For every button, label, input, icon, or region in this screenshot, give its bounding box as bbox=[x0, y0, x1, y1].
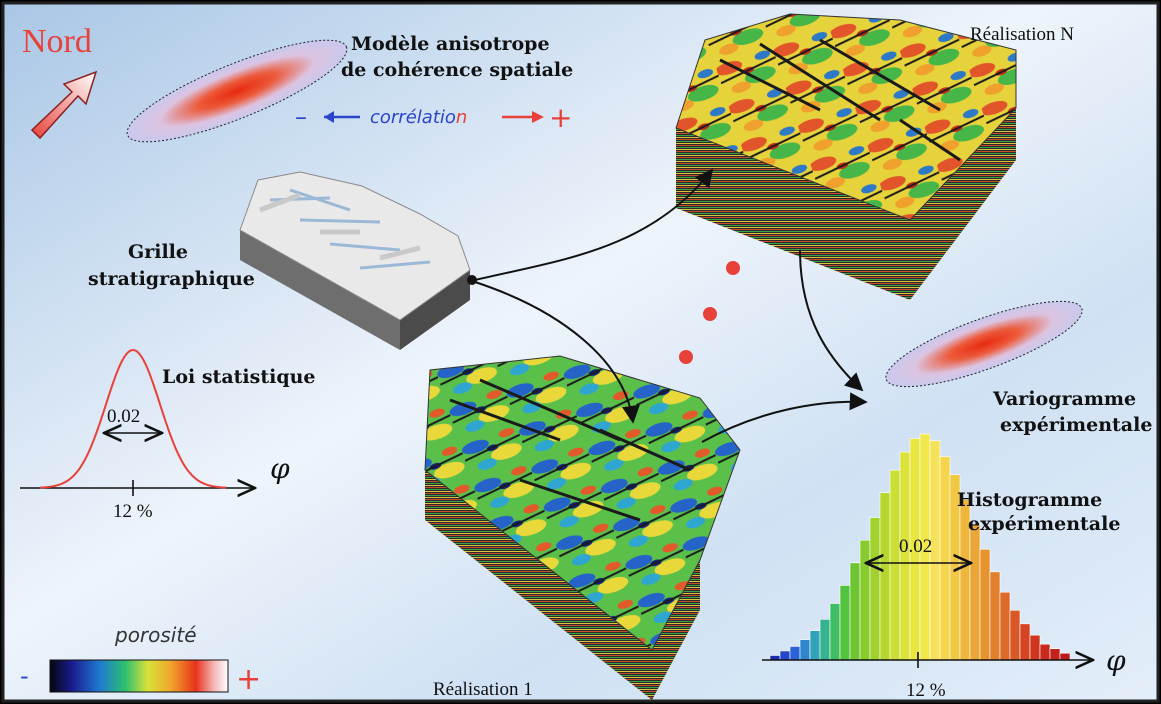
arrow-realisation-n-to-variogram bbox=[799, 249, 864, 392]
variogram-label-line1: Variogramme bbox=[992, 388, 1136, 410]
realisation-n-label: Réalisation N bbox=[970, 24, 1074, 45]
histogram-bar bbox=[819, 619, 831, 661]
law-axis-symbol: φ bbox=[270, 452, 290, 485]
histogram-bar bbox=[1009, 609, 1021, 661]
correlation-plus: + bbox=[549, 101, 572, 134]
correlation-word-a: corrélatio bbox=[370, 107, 456, 128]
model-title-line1: Modèle anisotrope bbox=[351, 33, 550, 55]
histogram-bar bbox=[1039, 643, 1051, 661]
porosity-colorbar bbox=[49, 659, 229, 693]
correlation-left-arrowhead bbox=[324, 111, 334, 123]
histogram-bar bbox=[969, 524, 981, 661]
grid-label-line2: stratigraphique bbox=[88, 268, 255, 290]
realisation-1-label: Réalisation 1 bbox=[433, 679, 533, 700]
stratigraphic-grid-block bbox=[239, 171, 471, 350]
histogram-bar bbox=[799, 639, 811, 661]
histogram-bar bbox=[889, 469, 901, 661]
histogram-axis-symbol: φ bbox=[1106, 644, 1126, 677]
histogram-bar bbox=[1059, 652, 1071, 661]
variogram-ellipse bbox=[885, 300, 1083, 388]
histogram-bar bbox=[869, 517, 881, 661]
ellipsis-dot bbox=[703, 307, 717, 321]
north-arrow-icon bbox=[30, 70, 98, 140]
arrow-grid-to-realisation-1 bbox=[474, 281, 640, 424]
histogram-bar bbox=[849, 562, 861, 661]
anisotropic-model-ellipse bbox=[126, 39, 348, 143]
histogram-label-line2: expérimentale bbox=[968, 513, 1120, 535]
law-gaussian-curve bbox=[39, 349, 227, 489]
histogram-bar bbox=[1029, 634, 1041, 661]
arrow-grid-to-realisation-n bbox=[474, 168, 714, 281]
porosity-plus: + bbox=[236, 662, 261, 697]
law-width-label: 0.02 bbox=[107, 406, 140, 427]
model-title-line2: de cohérence spatiale bbox=[341, 59, 573, 81]
law-label: Loi statistique bbox=[162, 366, 316, 388]
correlation-word-b: n bbox=[456, 107, 467, 128]
variogram-label-line2: expérimentale bbox=[1000, 414, 1152, 436]
histogram-bar bbox=[779, 650, 791, 661]
histogram-bar bbox=[989, 571, 1001, 661]
ellipsis-dot bbox=[726, 261, 740, 275]
realisation-1-block bbox=[424, 355, 741, 700]
histogram-mean-label: 12 % bbox=[906, 680, 946, 701]
ellipsis-dot bbox=[679, 350, 693, 364]
histogram-label-line1: Histogramme bbox=[957, 489, 1102, 511]
statistical-law-chart: 0.02 12 % φ bbox=[20, 349, 290, 522]
arrow-realisation-1-to-variogram bbox=[701, 392, 868, 443]
porosity-label: porosité bbox=[114, 623, 197, 647]
histogram-width-label: 0.02 bbox=[899, 536, 932, 557]
correlation-word: corrélation bbox=[370, 107, 467, 128]
histogram-bar bbox=[789, 646, 801, 661]
histogram-bar bbox=[999, 591, 1011, 661]
porosity-minus: - bbox=[20, 662, 29, 690]
law-mean-label: 12 % bbox=[113, 501, 153, 522]
grid-label-line1: Grille bbox=[128, 241, 188, 263]
histogram-bar bbox=[1019, 623, 1031, 661]
histogram-bar bbox=[809, 630, 821, 661]
histogram-bar bbox=[1049, 648, 1061, 661]
realisation-n-block bbox=[675, 13, 1017, 300]
north-label: Nord bbox=[22, 23, 92, 60]
correlation-minus: – bbox=[295, 103, 307, 131]
histogram-bar bbox=[839, 585, 851, 661]
histogram-bar bbox=[879, 492, 891, 661]
histogram-bar bbox=[829, 603, 841, 661]
grid-source-dot bbox=[467, 275, 477, 285]
correlation-right-arrowhead bbox=[532, 111, 544, 123]
histogram-bar bbox=[939, 456, 951, 661]
histogram-bar bbox=[859, 539, 871, 661]
histogram-bar bbox=[979, 548, 991, 661]
